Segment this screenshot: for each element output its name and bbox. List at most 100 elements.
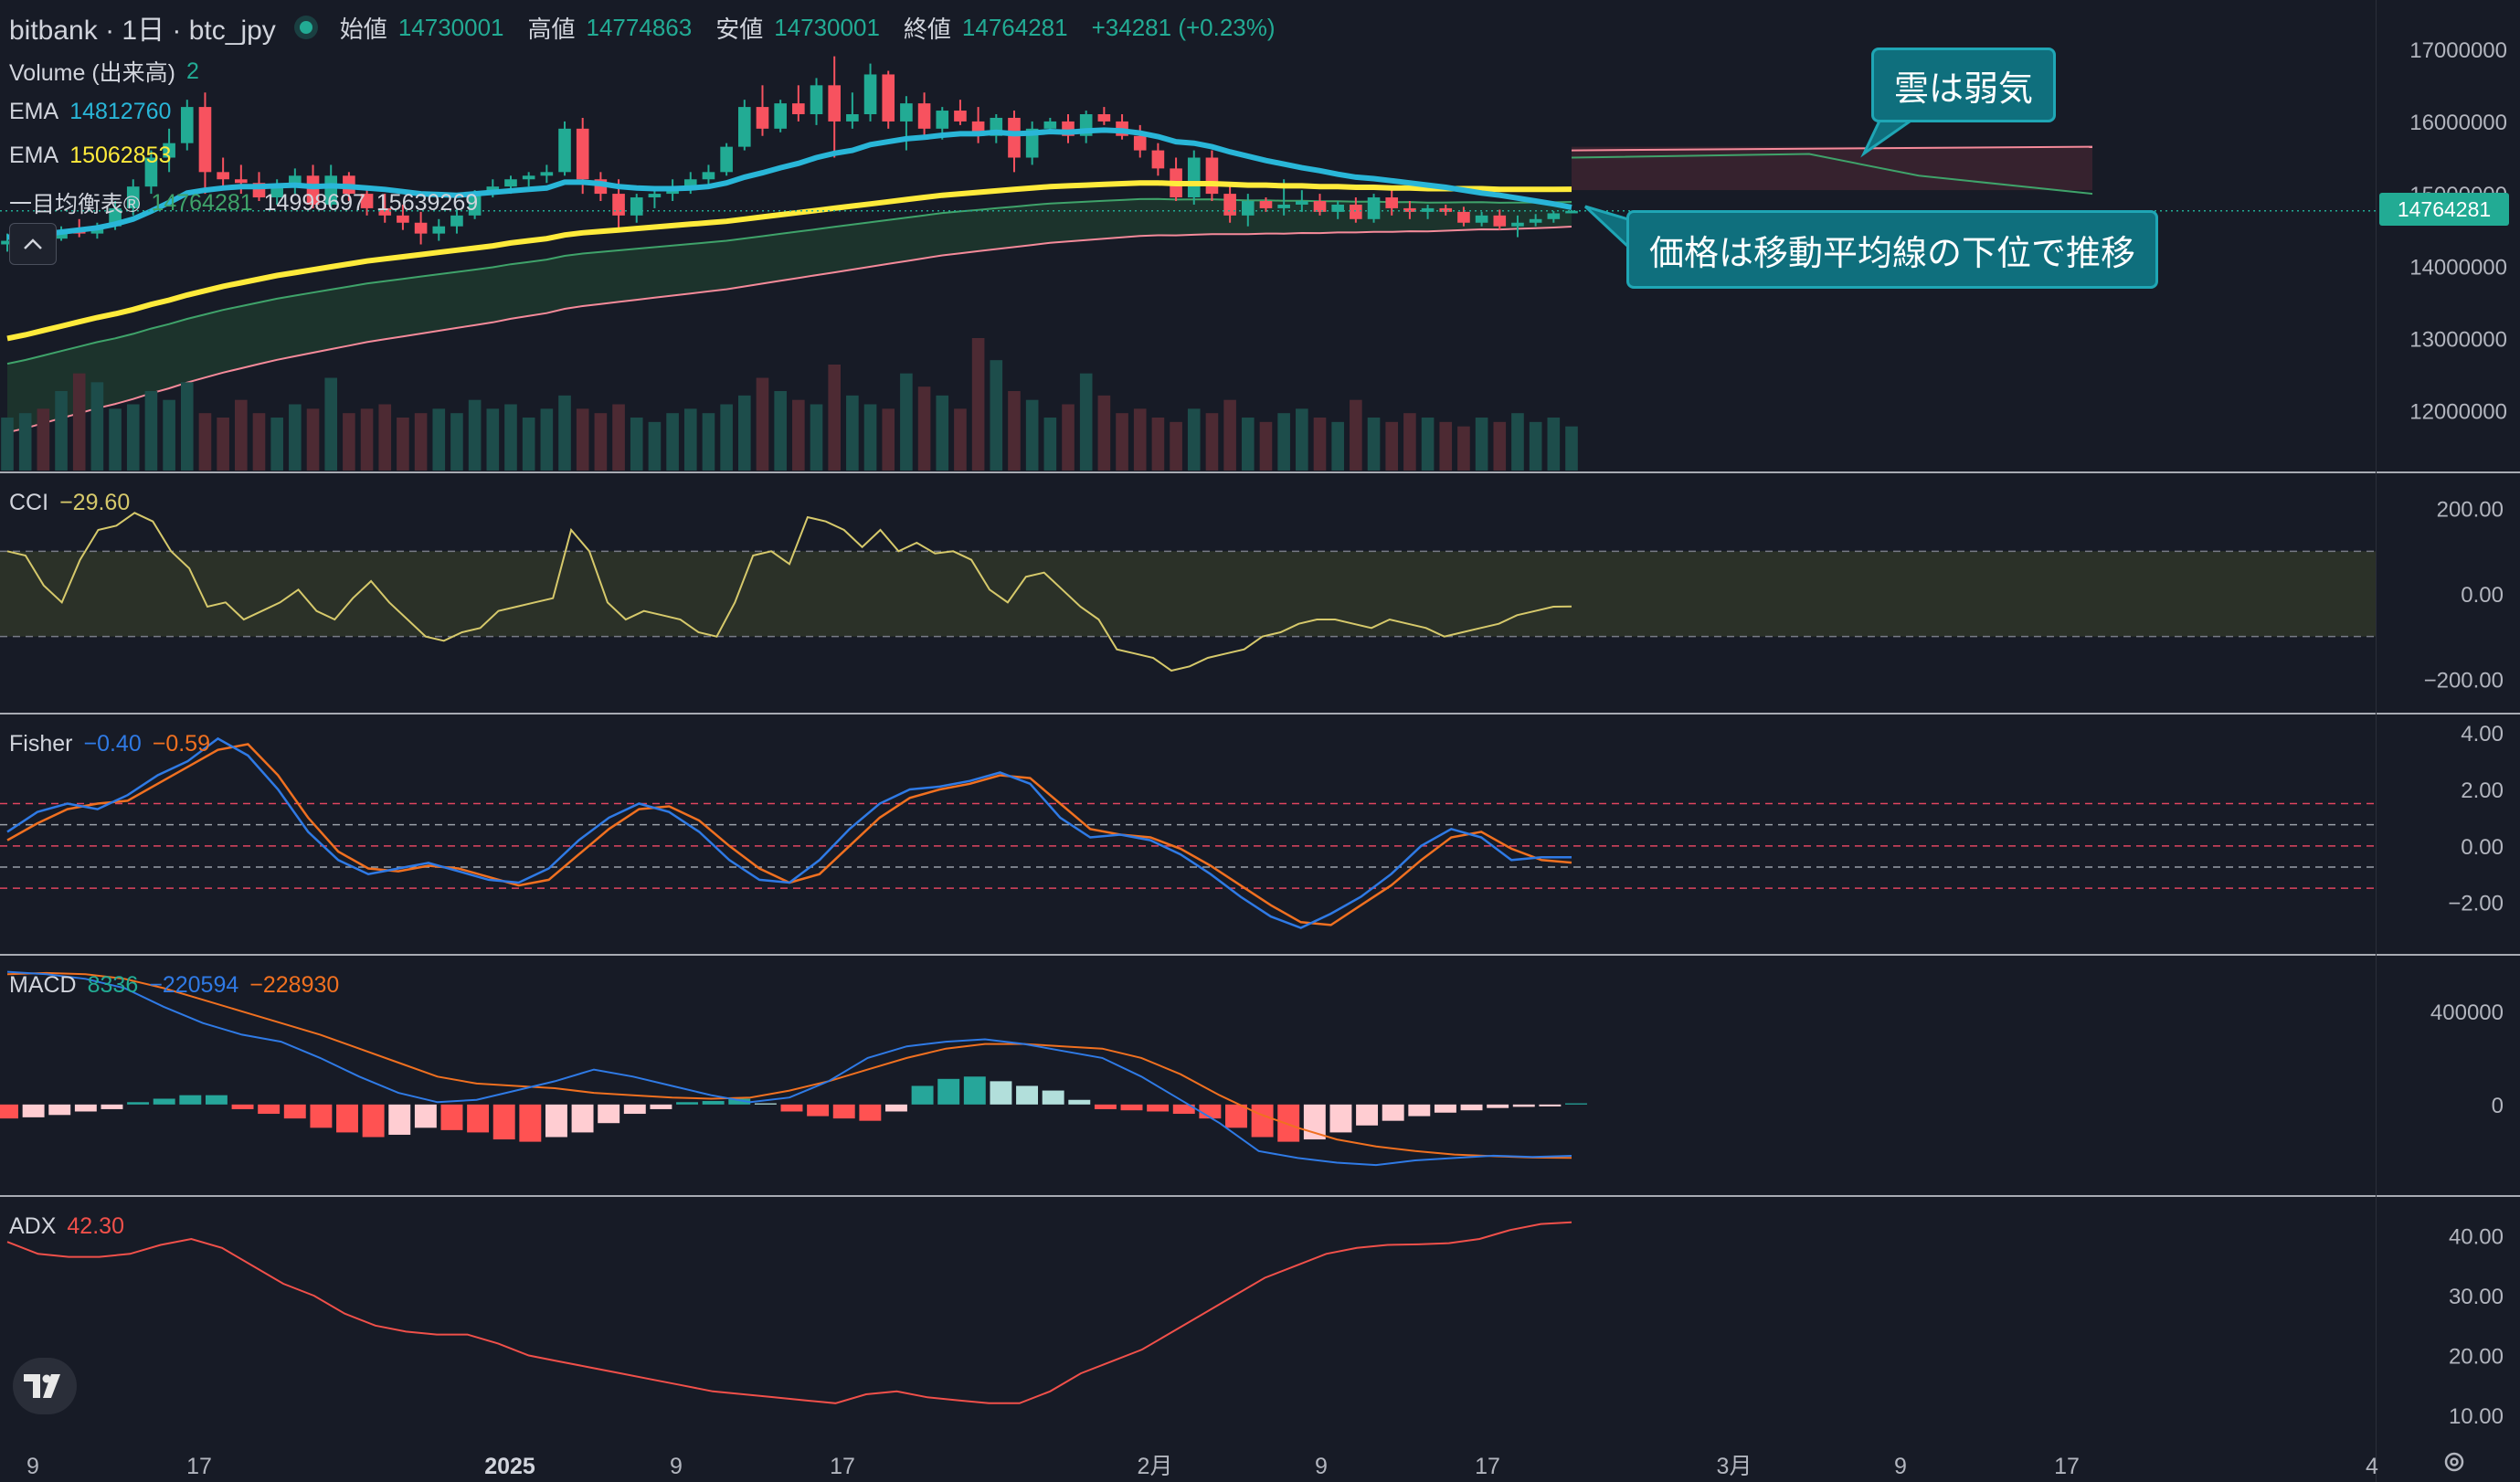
candle-body [756, 107, 769, 129]
ichimoku-legend-value-1: 14764281 [151, 189, 253, 216]
volume-bar [1475, 418, 1488, 471]
symbol-title[interactable]: bitbank · 1日 · btc_jpy [9, 16, 276, 46]
cci-y-tick-2: −200.00 [2424, 668, 2504, 693]
last-price-tag: 14764281 [2379, 193, 2509, 226]
adx-y-tick-2: 20.00 [2449, 1345, 2504, 1370]
volume-bar [1457, 426, 1470, 471]
macd-histogram-bar [1512, 1104, 1535, 1107]
macd-signal-line [6, 971, 1572, 1159]
macd-histogram-bar [231, 1104, 254, 1109]
volume-bar [18, 413, 32, 471]
ichimoku-span-a [6, 197, 1572, 365]
macd-histogram-bar [362, 1104, 385, 1138]
candle-body [900, 103, 913, 122]
x-axis-tick-3: 9 [670, 1454, 683, 1479]
volume-bar [126, 404, 140, 471]
candle-body [235, 179, 248, 184]
candle-body [936, 111, 949, 129]
macd-histogram-bar [22, 1104, 45, 1117]
candle-body [1008, 117, 1021, 158]
macd-legend[interactable]: MACD 8336 −220594 −228930 [9, 972, 339, 999]
ichimoku-cloud-bear [1572, 146, 2092, 191]
candle-body [378, 207, 392, 216]
fisher-legend[interactable]: Fisher −0.40 −0.59 [9, 731, 210, 757]
low-label: 安値 [715, 15, 764, 43]
macd-histogram-bar [388, 1104, 411, 1135]
volume-bar [414, 413, 428, 471]
macd-histogram-bar [859, 1104, 882, 1121]
volume-bar [1403, 413, 1416, 471]
volume-bar [343, 413, 355, 471]
volume-bar [720, 404, 733, 471]
ichimoku-legend[interactable]: 一目均衡表® 14764281 14998697 15639269 [9, 186, 478, 219]
price-callout[interactable]: 価格は移動平均線の下位で推移 [1626, 210, 2159, 289]
volume-bar [1116, 413, 1128, 471]
ema-fast-legend[interactable]: EMA 14812760 [9, 99, 171, 125]
macd-histogram-bar [205, 1095, 228, 1105]
fisher-legend-value-2: −0.59 [152, 731, 210, 757]
volume-bar [397, 418, 409, 471]
adx-line [6, 1221, 1572, 1404]
chevron-up-icon [24, 238, 42, 249]
volume-bar [432, 408, 446, 471]
ema-slow-legend[interactable]: EMA 15062853 [9, 143, 171, 169]
macd-histogram-bar [1539, 1104, 1562, 1106]
macd-histogram-bar [179, 1095, 202, 1105]
volume-bar [522, 418, 535, 471]
candle-body [792, 103, 805, 114]
volume-bar [1187, 408, 1201, 471]
adx-y-tick-0: 40.00 [2449, 1225, 2504, 1250]
x-axis-tick-8: 3月 [1717, 1454, 1752, 1479]
macd-histogram-bar [728, 1098, 751, 1105]
volume-bar [1043, 418, 1057, 471]
candle-body [828, 85, 842, 122]
gear-icon[interactable] [2438, 1445, 2471, 1478]
macd-histogram-bar [1120, 1104, 1143, 1111]
macd-histogram-bar [1277, 1104, 1300, 1142]
volume-legend[interactable]: Volume (出来高) 2 [9, 55, 199, 88]
volume-bar [1313, 418, 1327, 471]
adx-legend[interactable]: ADX 42.30 [9, 1213, 124, 1240]
volume-bar [882, 408, 895, 471]
volume-bar [37, 408, 50, 471]
tradingview-logo-icon[interactable] [13, 1358, 77, 1414]
cloud-callout[interactable]: 雲は弱気 [1871, 48, 2057, 122]
volume-bar [1151, 418, 1165, 471]
high-label: 高値 [527, 15, 576, 43]
candle-body [1547, 213, 1561, 219]
volume-bar [1511, 413, 1524, 471]
macd-histogram-bar [780, 1104, 803, 1112]
macd-histogram-bar [885, 1104, 907, 1112]
candle-body [1259, 201, 1273, 208]
volume-bar [594, 413, 608, 471]
candle-body [1421, 207, 1435, 212]
fisher-y-tick-2: 0.00 [2461, 835, 2504, 860]
x-axis-tick-11: 4 [2366, 1454, 2378, 1479]
candle-body [163, 143, 175, 158]
candle-body [702, 172, 715, 180]
change-value: +34281 (+0.23%) [1091, 13, 1276, 41]
cci-legend-value: −29.60 [59, 490, 131, 515]
volume-bar [1493, 421, 1507, 471]
macd-histogram-bar [101, 1104, 123, 1109]
volume-bar [1008, 391, 1021, 471]
candle-body [450, 215, 463, 227]
volume-bar [1079, 373, 1093, 471]
volume-bar [810, 404, 823, 471]
macd-histogram-bar [519, 1104, 542, 1142]
x-axis-tick-2: 2025 [484, 1454, 535, 1479]
cci-legend[interactable]: CCI −29.60 [9, 490, 130, 516]
ema-slow-legend-value: 15062853 [69, 143, 172, 168]
high-value: 14774863 [586, 13, 693, 41]
macd-histogram-bar [676, 1102, 698, 1105]
volume-bar [828, 365, 842, 471]
candle-body [1133, 135, 1147, 151]
volume-bar [55, 391, 68, 471]
macd-histogram-bar [48, 1104, 71, 1116]
collapse-legend-button[interactable] [9, 223, 57, 265]
volume-bar [1367, 418, 1381, 471]
volume-bar [917, 386, 931, 471]
candle-body [540, 172, 554, 176]
fisher-legend-value-1: −0.40 [83, 731, 142, 757]
candle-body [1151, 150, 1165, 169]
